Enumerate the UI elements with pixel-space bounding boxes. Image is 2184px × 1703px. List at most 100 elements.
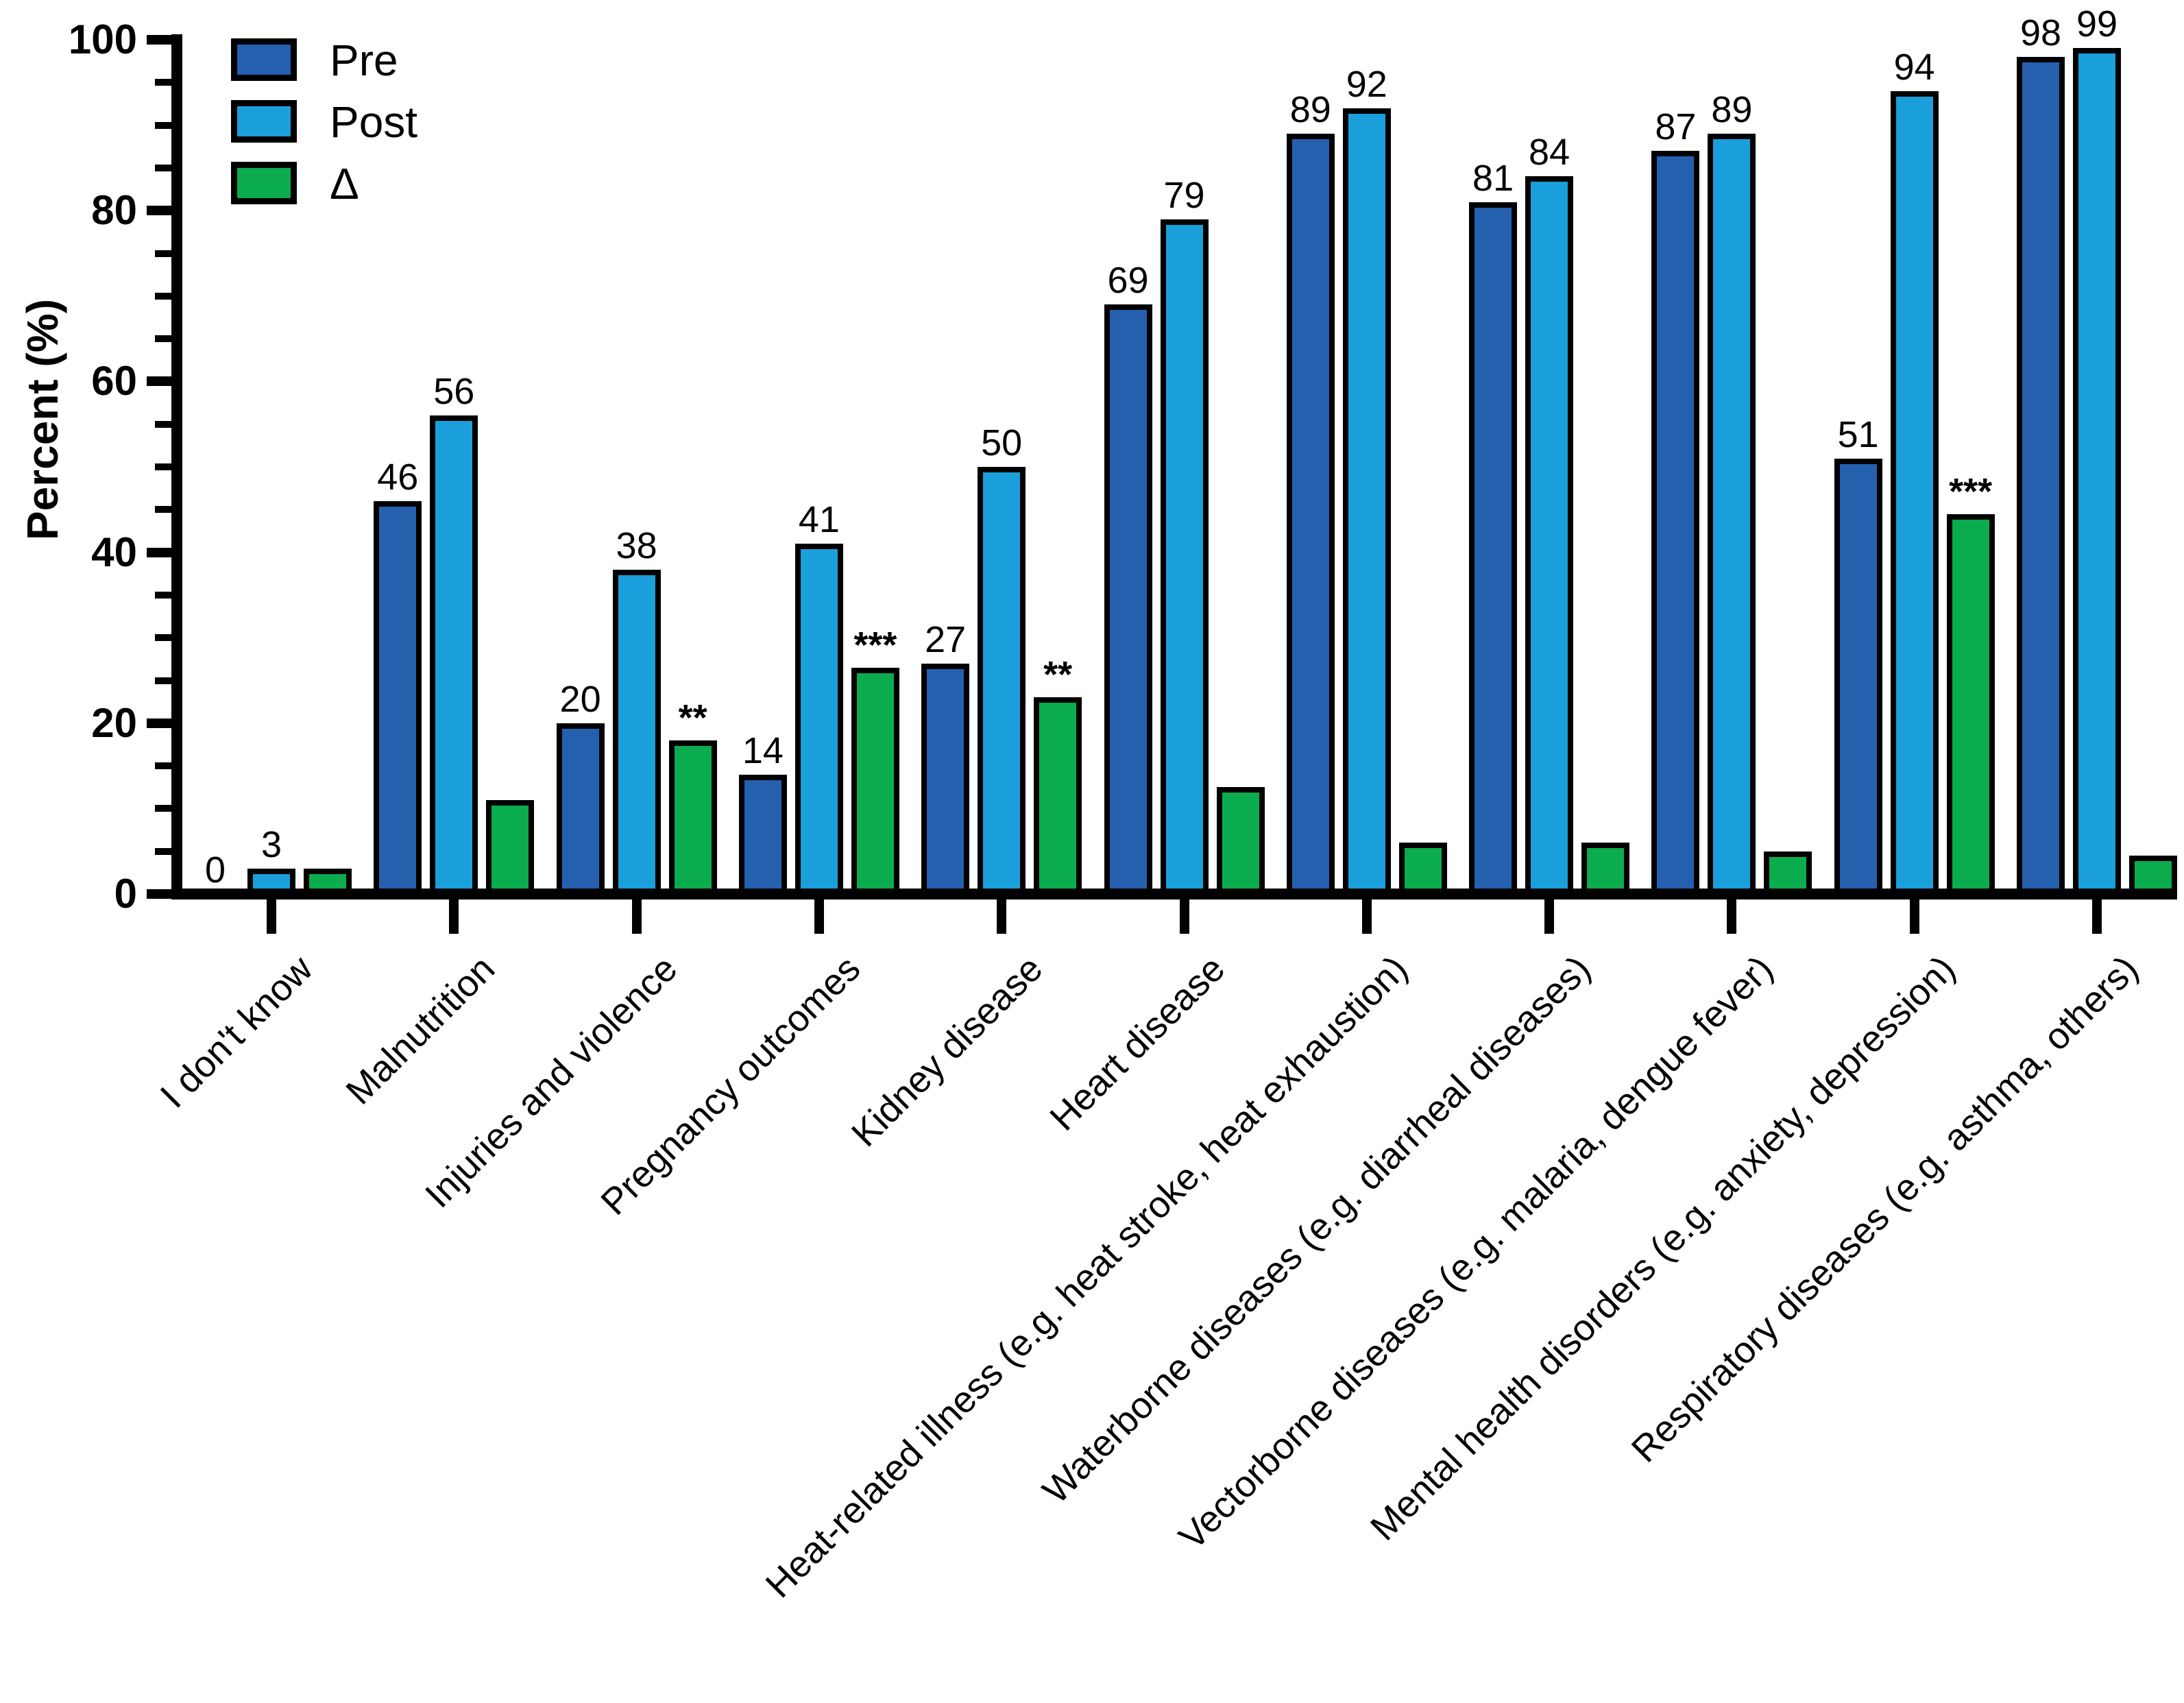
pre-bar [1651, 150, 1700, 894]
post-bar [247, 868, 295, 894]
significance-label: ** [1043, 654, 1073, 696]
x-axis-tick [1544, 897, 1555, 934]
pre-bar [374, 500, 422, 894]
post-bar [1342, 108, 1391, 894]
x-axis-tick [1361, 897, 1372, 934]
legend-swatch-post [231, 100, 297, 143]
pre-bar [1286, 134, 1335, 894]
legend-label-post: Post [330, 97, 418, 147]
x-axis-tick [1727, 897, 1737, 934]
y-tick-label: 100 [68, 16, 137, 62]
x-axis-tick [997, 897, 1007, 934]
y-axis-minor-tick [155, 121, 171, 129]
y-tick-label: 0 [114, 871, 137, 917]
y-axis-minor-tick [155, 292, 171, 300]
post-bar [1890, 90, 1939, 894]
x-category-label: Heat-related illness (e.g. heat stroke, … [757, 947, 1416, 1606]
bar-value-label: 14 [742, 729, 784, 771]
pre-bar [1834, 458, 1882, 894]
x-axis-tick [449, 897, 459, 934]
delta-bar [1946, 514, 1995, 894]
post-bar [1525, 176, 1574, 894]
pre-bar [2017, 56, 2065, 894]
x-axis-tick [2092, 897, 2102, 934]
bar-value-label: 51 [1837, 413, 1879, 455]
legend-swatch-pre [231, 38, 297, 81]
pre-bar [921, 663, 970, 894]
significance-label: *** [1949, 470, 1993, 512]
bar-value-label: 99 [2076, 3, 2118, 45]
significance-label: *** [853, 624, 897, 666]
y-axis-minor-tick [155, 250, 171, 257]
y-axis-minor-tick [155, 677, 171, 684]
post-bar [1708, 134, 1756, 894]
y-axis-major-tick [147, 718, 171, 728]
y-axis-minor-tick [155, 420, 171, 428]
y-axis-major-tick [147, 889, 171, 899]
delta-bar [1764, 851, 1812, 894]
bar-value-label: 94 [1893, 46, 1935, 88]
bar-value-label: 20 [559, 678, 601, 720]
x-category-label: I don't know [152, 947, 321, 1116]
post-bar [978, 467, 1026, 894]
bar-value-label: 98 [2019, 12, 2062, 53]
y-axis-minor-tick [155, 506, 171, 514]
delta-bar [486, 799, 535, 894]
x-category-label: Vectorborne diseases (e.g. malaria, deng… [1171, 947, 1781, 1558]
y-axis-minor-tick [155, 164, 171, 171]
bar-value-label: 38 [616, 524, 657, 566]
y-axis-line [171, 34, 182, 899]
pre-bar [1104, 304, 1152, 894]
post-bar [612, 569, 661, 894]
x-axis-tick [814, 897, 824, 934]
y-axis-minor-tick [155, 591, 171, 599]
delta-bar [2129, 855, 2177, 894]
legend-label-delta: Δ [330, 159, 359, 208]
post-bar [430, 415, 478, 894]
y-tick-label: 40 [91, 529, 137, 575]
bar-value-label: 81 [1472, 157, 1514, 199]
post-bar [1160, 219, 1209, 894]
bar-value-label: 46 [377, 456, 419, 498]
x-category-label: Kidney disease [843, 947, 1051, 1155]
post-bar [794, 544, 843, 894]
delta-bar [304, 868, 352, 894]
y-axis-minor-tick [155, 847, 171, 855]
delta-bar [1216, 787, 1265, 894]
bar-value-label: 87 [1655, 106, 1697, 147]
delta-bar [1398, 843, 1447, 894]
bar-value-label: 56 [433, 371, 475, 413]
pre-bar [556, 723, 605, 894]
x-category-label: Malnutrition [338, 947, 503, 1113]
x-axis-tick [1179, 897, 1189, 934]
bar-value-label: 84 [1529, 132, 1570, 173]
bar-value-label: 0 [204, 849, 226, 891]
bar-value-label: 89 [1289, 89, 1331, 131]
bar-value-label: 79 [1163, 174, 1205, 216]
y-tick-label: 60 [91, 358, 137, 404]
y-axis-minor-tick [155, 634, 171, 642]
y-tick-label: 80 [91, 187, 137, 234]
bar-value-label: 69 [1107, 260, 1149, 302]
y-axis-major-tick [147, 206, 171, 216]
delta-bar [851, 667, 899, 894]
y-axis-major-tick [147, 35, 171, 45]
legend-label-pre: Pre [330, 36, 398, 85]
x-axis-tick [267, 897, 276, 934]
x-category-label: Heart disease [1042, 947, 1233, 1139]
y-axis-minor-tick [155, 762, 171, 770]
legend-swatch-delta [231, 162, 297, 204]
y-axis-major-tick [147, 547, 171, 557]
y-axis-minor-tick [155, 335, 171, 343]
post-bar [2073, 48, 2121, 894]
x-axis-tick [631, 897, 642, 934]
pre-bar [738, 774, 787, 894]
bar-value-label: 27 [925, 618, 967, 660]
x-axis-tick [1909, 897, 1919, 934]
y-axis-major-tick [147, 376, 171, 387]
y-tick-label: 20 [91, 699, 137, 746]
bar-value-label: 3 [260, 823, 282, 865]
bar-value-label: 41 [798, 499, 840, 541]
